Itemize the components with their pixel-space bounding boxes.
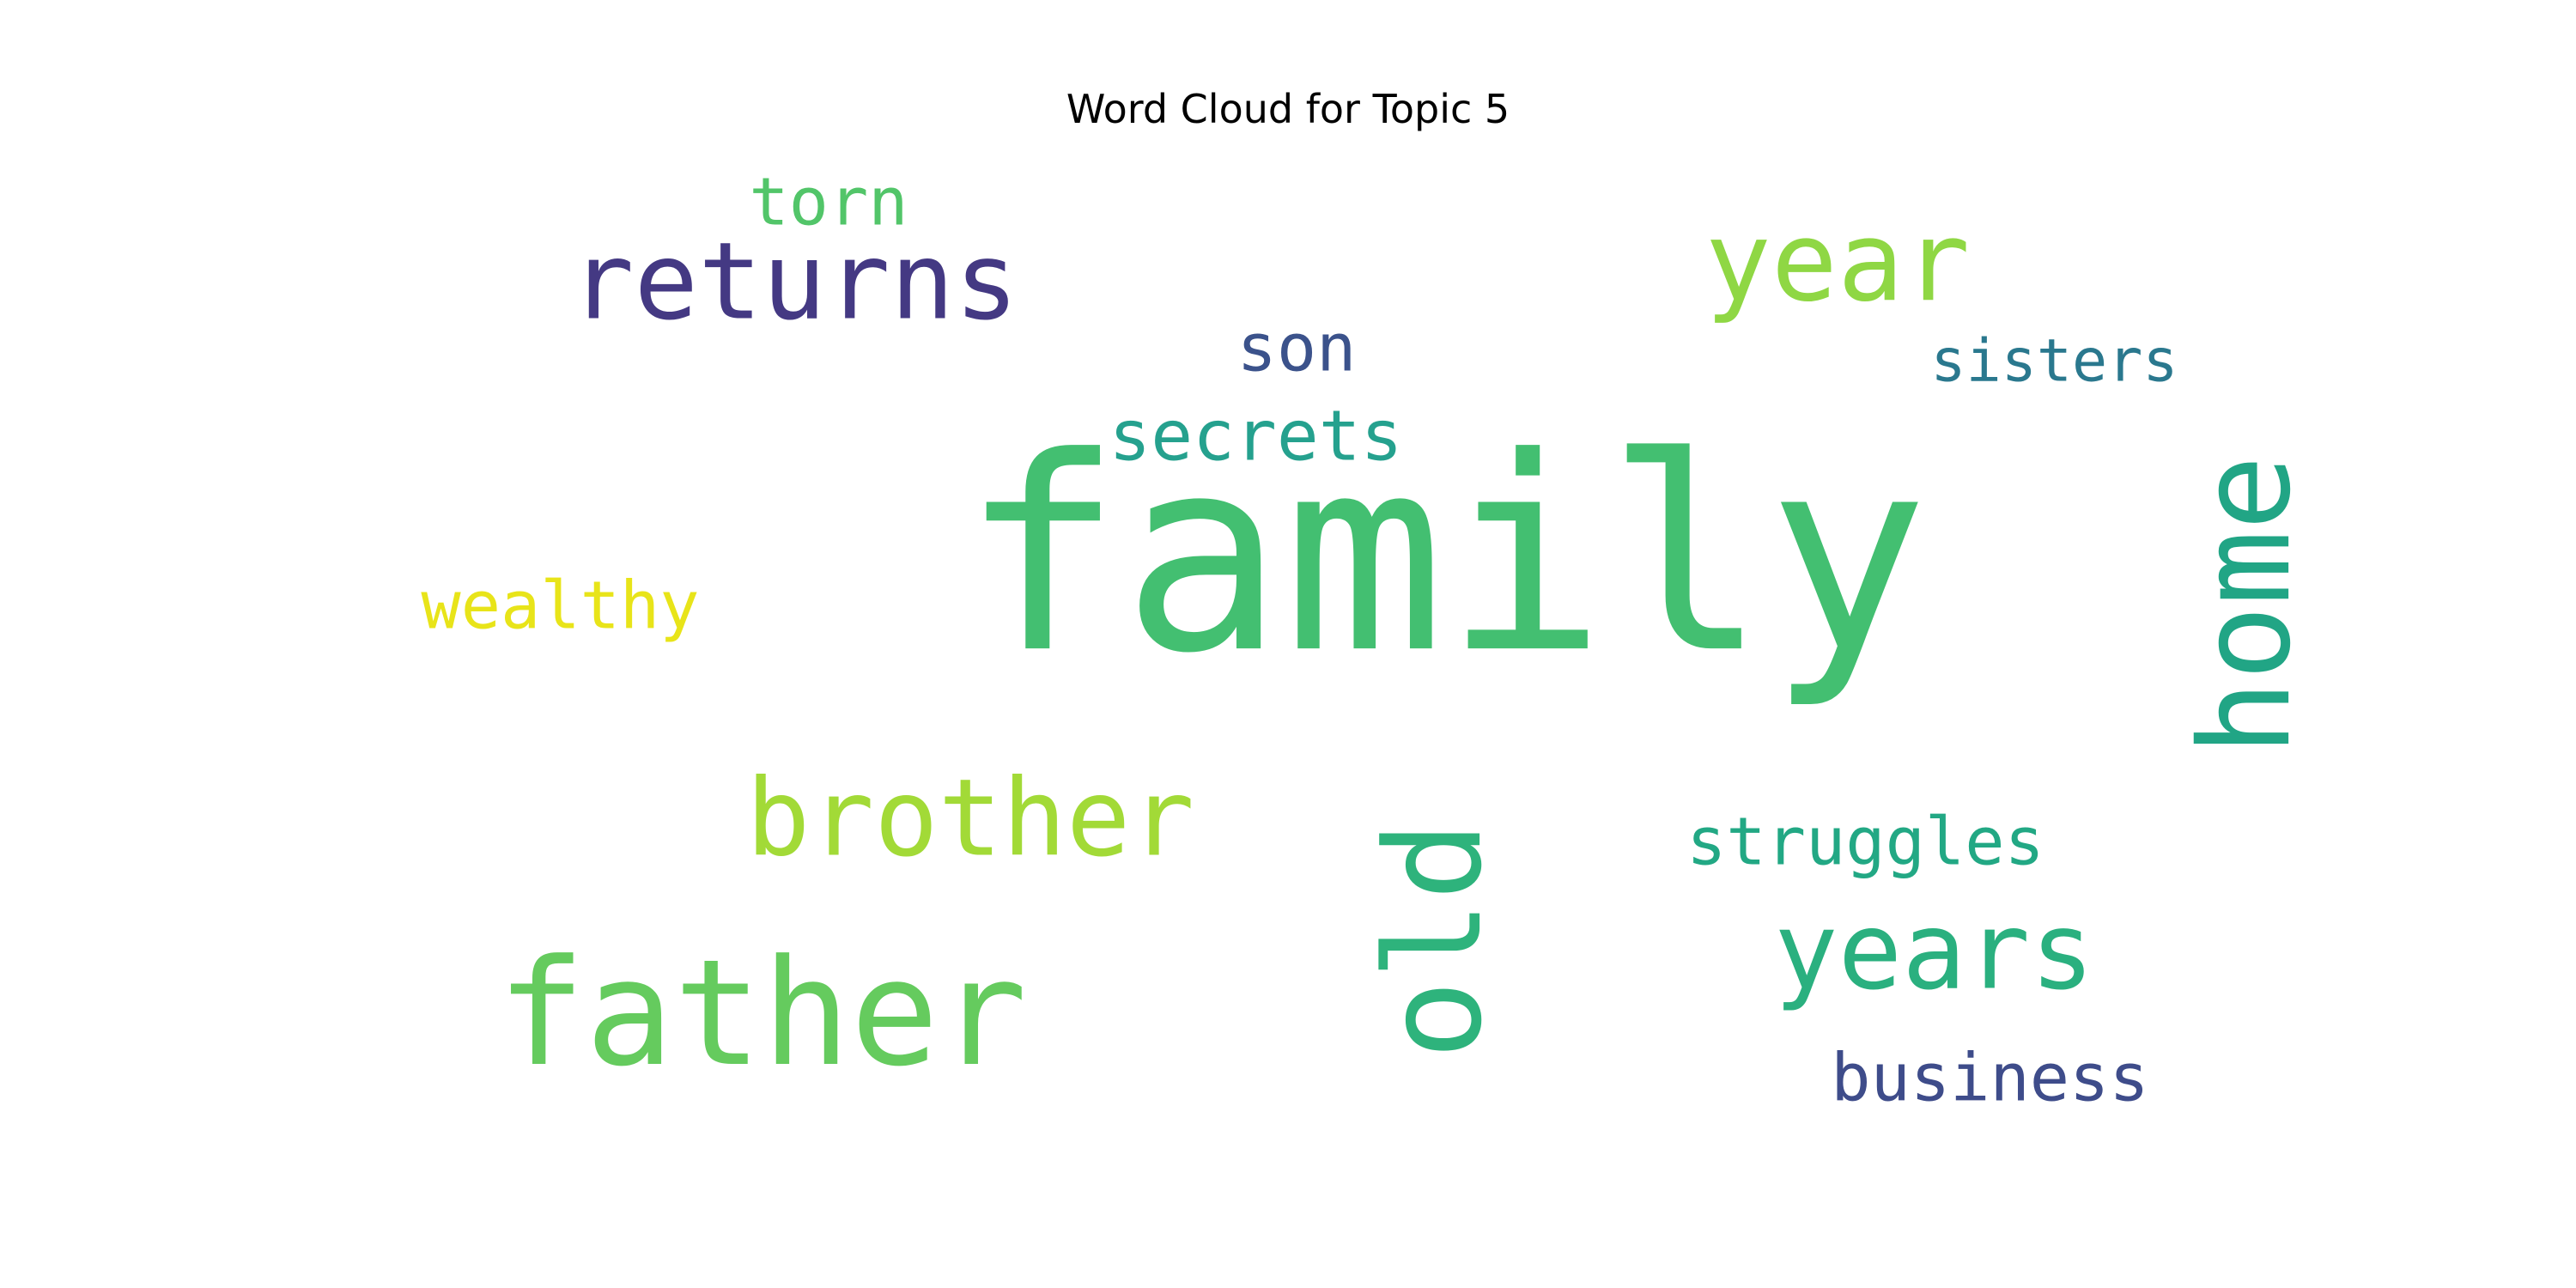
word-struggles: struggles bbox=[1686, 805, 2044, 881]
word-brother: brother bbox=[746, 756, 1194, 880]
word-sisters: sisters bbox=[1930, 328, 2178, 396]
word-family: family bbox=[961, 399, 1929, 712]
chart-title: Word Cloud for Topic 5 bbox=[1066, 86, 1510, 132]
word-years: years bbox=[1774, 890, 2094, 1013]
word-wealthy: wealthy bbox=[421, 568, 699, 645]
word-returns: returns bbox=[570, 220, 1018, 343]
word-home: home bbox=[2173, 455, 2318, 756]
word-year: year bbox=[1705, 198, 1971, 326]
word-old: old bbox=[1358, 821, 1511, 1060]
word-secrets: secrets bbox=[1109, 397, 1402, 477]
word-business: business bbox=[1831, 1041, 2148, 1117]
word-torn: torn bbox=[749, 165, 908, 241]
word-father: father bbox=[497, 928, 1027, 1099]
word-son: son bbox=[1237, 311, 1357, 387]
